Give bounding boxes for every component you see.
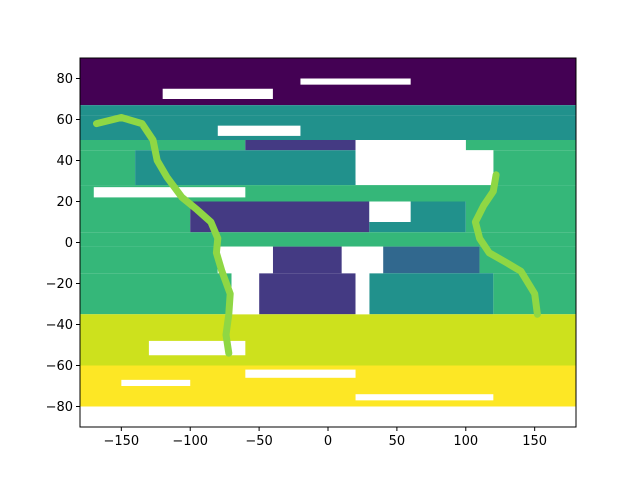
y-tick-label: 80	[56, 72, 73, 87]
heatmap-cell-4	[245, 140, 356, 151]
heatmap-cell-19	[80, 273, 232, 315]
heatmap-cell-21	[369, 273, 494, 315]
missing-data-gaps	[93, 78, 494, 401]
x-tick-label: 150	[522, 434, 547, 449]
missing-gap-9	[231, 273, 260, 315]
y-tick-label: −80	[46, 400, 73, 415]
heatmap-cell-1	[80, 105, 576, 116]
x-tick-label: −150	[103, 434, 139, 449]
missing-gap-1	[300, 78, 411, 85]
x-tick-label: 100	[453, 434, 478, 449]
missing-gap-12	[245, 369, 356, 378]
missing-gap-2	[217, 125, 301, 136]
heatmap-cells	[80, 58, 576, 407]
x-axis: −150 −100 −50 0 50 100 150	[103, 427, 547, 449]
heatmap-cell-10	[80, 201, 191, 233]
missing-gap-11	[148, 340, 246, 356]
x-tick-label: 50	[389, 434, 406, 449]
coastal-track-1	[471, 171, 541, 318]
heatmap-cell-20	[259, 273, 356, 315]
y-tick-label: 0	[65, 236, 73, 251]
missing-gap-3	[355, 140, 466, 151]
y-tick-label: −60	[46, 359, 73, 374]
heatmap-cell-2	[80, 115, 576, 140]
y-tick-label: −40	[46, 318, 73, 333]
y-axis: −80 −60 −40 −20 0 20 40 60 80	[46, 72, 80, 415]
heatmap-cell-3	[80, 140, 246, 151]
missing-gap-5	[93, 187, 246, 198]
missing-gap-14	[121, 379, 191, 386]
heatmap-cell-16	[272, 246, 342, 274]
heatmap-cell-5	[465, 140, 576, 151]
missing-gap-7	[217, 246, 273, 274]
y-tick-label: 40	[56, 154, 73, 169]
y-tick-label: 20	[56, 195, 73, 210]
missing-gap-6	[369, 201, 411, 222]
heatmap-cell-17	[383, 246, 480, 274]
heatmap-cell-23	[80, 314, 576, 325]
coastal-tracks	[93, 114, 541, 357]
x-tick-label: 0	[324, 434, 332, 449]
heatmap-cell-14	[80, 232, 576, 247]
heatmap-cell-18	[479, 246, 576, 274]
heatmap-cell-8	[493, 150, 576, 186]
x-tick-label: −100	[172, 434, 208, 449]
x-tick-label: −50	[245, 434, 272, 449]
coastal-track-0	[93, 114, 234, 357]
y-tick-label: 60	[56, 113, 73, 128]
heatmap-cell-15	[80, 246, 218, 274]
missing-gap-8	[341, 246, 384, 274]
heatmap-cell-6	[80, 150, 136, 186]
missing-gap-4	[355, 150, 494, 181]
missing-gap-10	[355, 273, 370, 315]
y-tick-label: −20	[46, 277, 73, 292]
missing-gap-0	[162, 88, 273, 99]
heatmap-cell-11	[190, 201, 370, 233]
missing-gap-13	[355, 394, 494, 401]
